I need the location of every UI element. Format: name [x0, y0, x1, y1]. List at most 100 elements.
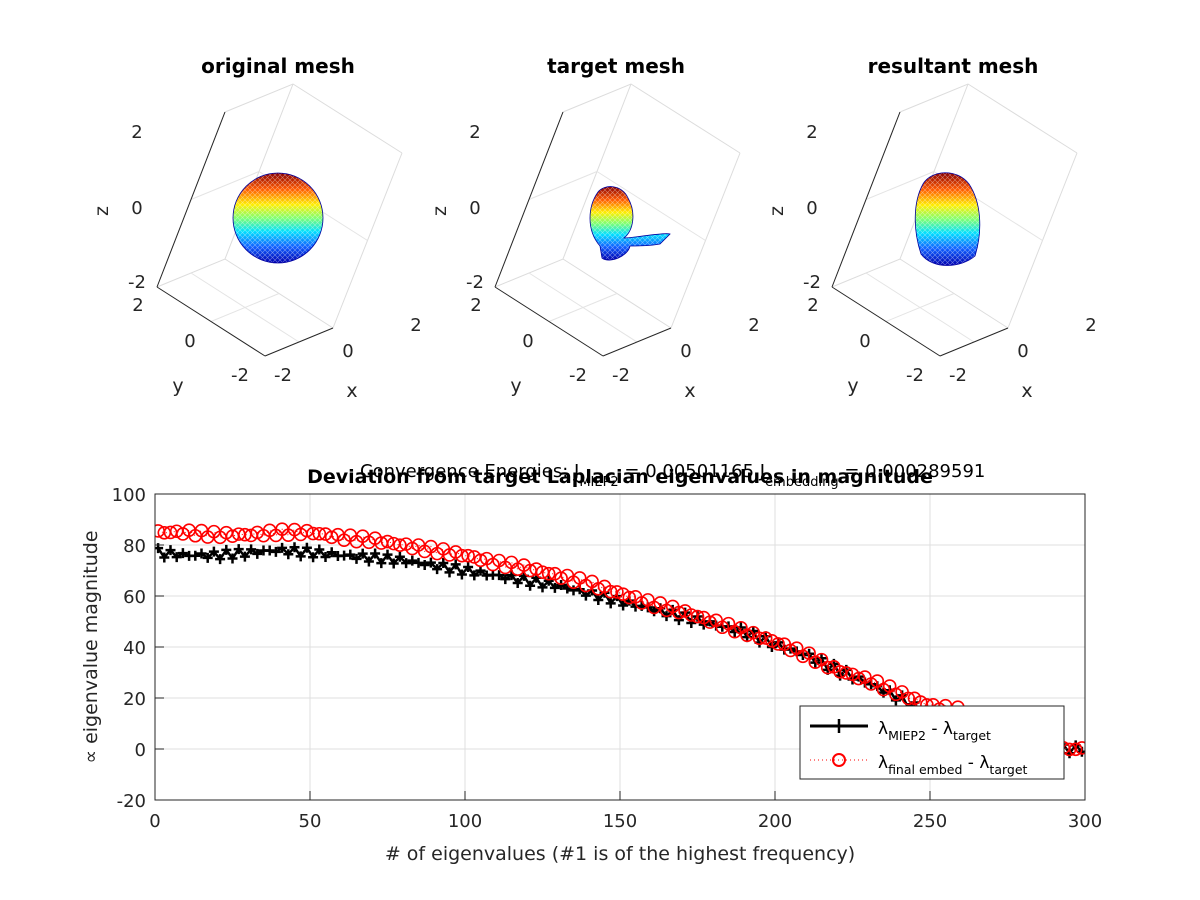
data-point-plus	[549, 582, 560, 593]
data-point-plus	[413, 557, 424, 568]
data-point-plus	[525, 580, 536, 591]
data-point-circle	[603, 584, 618, 599]
data-point-plus	[512, 577, 523, 588]
main-chart-title: Deviation from target Laplacian eigenval…	[307, 466, 933, 488]
data-point-circle	[672, 605, 686, 620]
y-axis-label: y	[172, 375, 183, 397]
data-point-plus	[388, 558, 399, 569]
main-y-axis-label: ∝ eigenvalue magnitude	[80, 530, 102, 763]
main-x-axis-label: # of eigenvalues (#1 is of the highest f…	[385, 843, 855, 865]
data-point-circle	[591, 581, 606, 596]
data-point-plus	[202, 552, 213, 563]
x-tick-label: 0	[149, 811, 160, 832]
data-point-plus	[407, 555, 418, 566]
x-tick-label: 300	[1068, 811, 1102, 832]
data-point-plus	[463, 561, 474, 572]
y-tick-label: 0	[522, 331, 533, 352]
data-point-plus	[370, 548, 381, 559]
data-point-plus	[432, 564, 443, 575]
y-axis-line	[831, 286, 941, 357]
y-tick-label: 40	[123, 638, 146, 659]
data-point-plus	[165, 545, 176, 556]
data-point-plus	[543, 575, 554, 586]
data-point-plus	[190, 550, 201, 561]
floor-grid-line	[885, 293, 955, 322]
floor-back-edges	[831, 258, 1009, 329]
x-tick-label: 0	[680, 341, 691, 362]
top-back-edges	[899, 83, 1078, 154]
data-point-plus	[289, 542, 300, 553]
data-point-plus	[227, 553, 238, 564]
sphere-wireframe	[232, 172, 324, 264]
data-point-circle	[802, 646, 816, 660]
y-axis-line	[156, 286, 266, 357]
x-tick-label: 50	[299, 811, 322, 832]
y-axis-line	[494, 286, 604, 357]
z-axis-line	[156, 111, 226, 288]
data-point-circle	[634, 596, 649, 610]
data-point-plus	[363, 556, 374, 567]
data-point-plus	[394, 551, 405, 562]
legend-marker-final-embed	[832, 753, 846, 767]
data-point-plus	[252, 548, 263, 559]
legend-entry-miep2: λMIEP2 - λtarget	[810, 719, 991, 743]
data-point-circle	[300, 523, 314, 538]
z-tick-label: 2	[806, 122, 817, 143]
floor-back-edges	[494, 258, 672, 329]
legend: λMIEP2 - λtarget λfinal embed - λtarget	[799, 705, 1065, 780]
z-tick-label: 0	[469, 198, 480, 219]
x-tick-label: 2	[748, 315, 759, 336]
data-point-circle	[808, 655, 823, 670]
axes-box	[494, 83, 741, 357]
panel-title: resultant mesh	[868, 54, 1039, 78]
data-point-circle	[851, 671, 866, 686]
floor-grid-line	[210, 293, 280, 322]
data-point-plus	[351, 553, 362, 564]
data-point-plus	[537, 582, 548, 593]
x-tick-label: -2	[949, 365, 967, 386]
axes-box	[156, 83, 403, 357]
legend-entry-final-embed: λfinal embed - λtarget	[810, 753, 1028, 777]
data-point-plus	[301, 542, 312, 553]
data-point-circle	[901, 691, 916, 706]
y-tick-label: -2	[906, 365, 924, 386]
data-point-circle	[312, 526, 327, 541]
data-point-circle	[1068, 742, 1083, 757]
target-mesh-wireframe	[589, 186, 671, 261]
data-point-plus	[593, 595, 604, 606]
data-point-plus	[295, 551, 306, 562]
x-tick-label: -2	[612, 365, 630, 386]
mesh-shape	[589, 186, 671, 261]
legend-marker-miep2	[832, 719, 846, 733]
data-point-plus	[450, 559, 461, 570]
x-tick-label: 250	[913, 811, 947, 832]
wall-grid-line	[528, 171, 598, 200]
data-point-plus	[357, 548, 368, 559]
x-tick-label: -2	[274, 365, 292, 386]
data-point-circle	[839, 666, 854, 680]
data-point-plus	[326, 547, 337, 558]
data-point-plus	[618, 600, 629, 611]
data-point-circle	[529, 562, 544, 576]
x-tick-label: 2	[1085, 315, 1096, 336]
data-point-plus	[444, 567, 455, 578]
y-tick-label: -20	[117, 791, 146, 812]
data-point-plus	[376, 558, 387, 569]
data-point-plus	[320, 552, 331, 563]
data-point-plus	[494, 570, 505, 581]
x-axis-line	[602, 327, 672, 357]
panel-title: target mesh	[547, 54, 685, 78]
data-point-circle	[758, 631, 773, 645]
y-tick-label: -2	[569, 365, 587, 386]
data-point-plus	[208, 546, 219, 557]
floor-back-edges	[156, 258, 334, 329]
top-back-edges	[224, 83, 403, 154]
z-tick-label: -2	[128, 272, 146, 293]
y-axis-label: y	[510, 375, 521, 397]
y-tick-label: 80	[123, 536, 146, 557]
data-point-plus	[264, 545, 275, 556]
data-point-circle	[740, 628, 754, 643]
